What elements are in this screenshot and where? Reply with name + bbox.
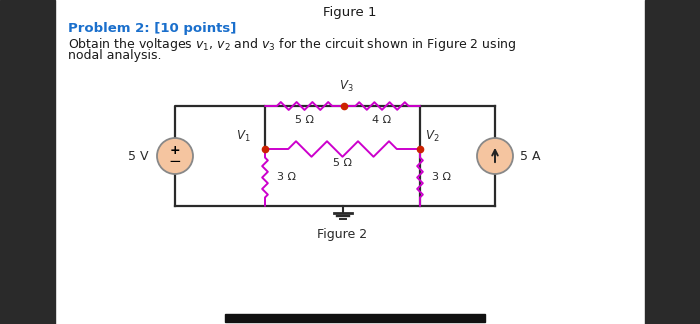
Text: −: −	[169, 155, 181, 169]
Text: Figure 1: Figure 1	[323, 6, 377, 19]
Text: $V_2$: $V_2$	[425, 129, 440, 144]
Circle shape	[157, 138, 193, 174]
Text: 4 Ω: 4 Ω	[372, 115, 391, 125]
Bar	[225, 314, 485, 322]
Bar	[0, 0, 55, 324]
Text: 5 Ω: 5 Ω	[295, 115, 314, 125]
Text: 3 Ω: 3 Ω	[277, 172, 296, 182]
Text: nodal analysis.: nodal analysis.	[68, 49, 162, 62]
Text: 5 A: 5 A	[520, 149, 540, 163]
Text: 3 Ω: 3 Ω	[432, 172, 451, 182]
Text: Problem 2: [10 points]: Problem 2: [10 points]	[68, 22, 237, 35]
Text: $V_1$: $V_1$	[237, 129, 251, 144]
Text: 5 Ω: 5 Ω	[333, 158, 352, 168]
Text: Figure 2: Figure 2	[317, 228, 368, 241]
Text: 5 V: 5 V	[129, 149, 149, 163]
Text: +: +	[169, 145, 181, 157]
Text: $V_3$: $V_3$	[339, 79, 354, 94]
Text: Obtain the voltages $v_1$, $v_2$ and $v_3$ for the circuit shown in Figure 2 usi: Obtain the voltages $v_1$, $v_2$ and $v_…	[68, 36, 517, 53]
Circle shape	[477, 138, 513, 174]
Bar	[645, 0, 700, 324]
